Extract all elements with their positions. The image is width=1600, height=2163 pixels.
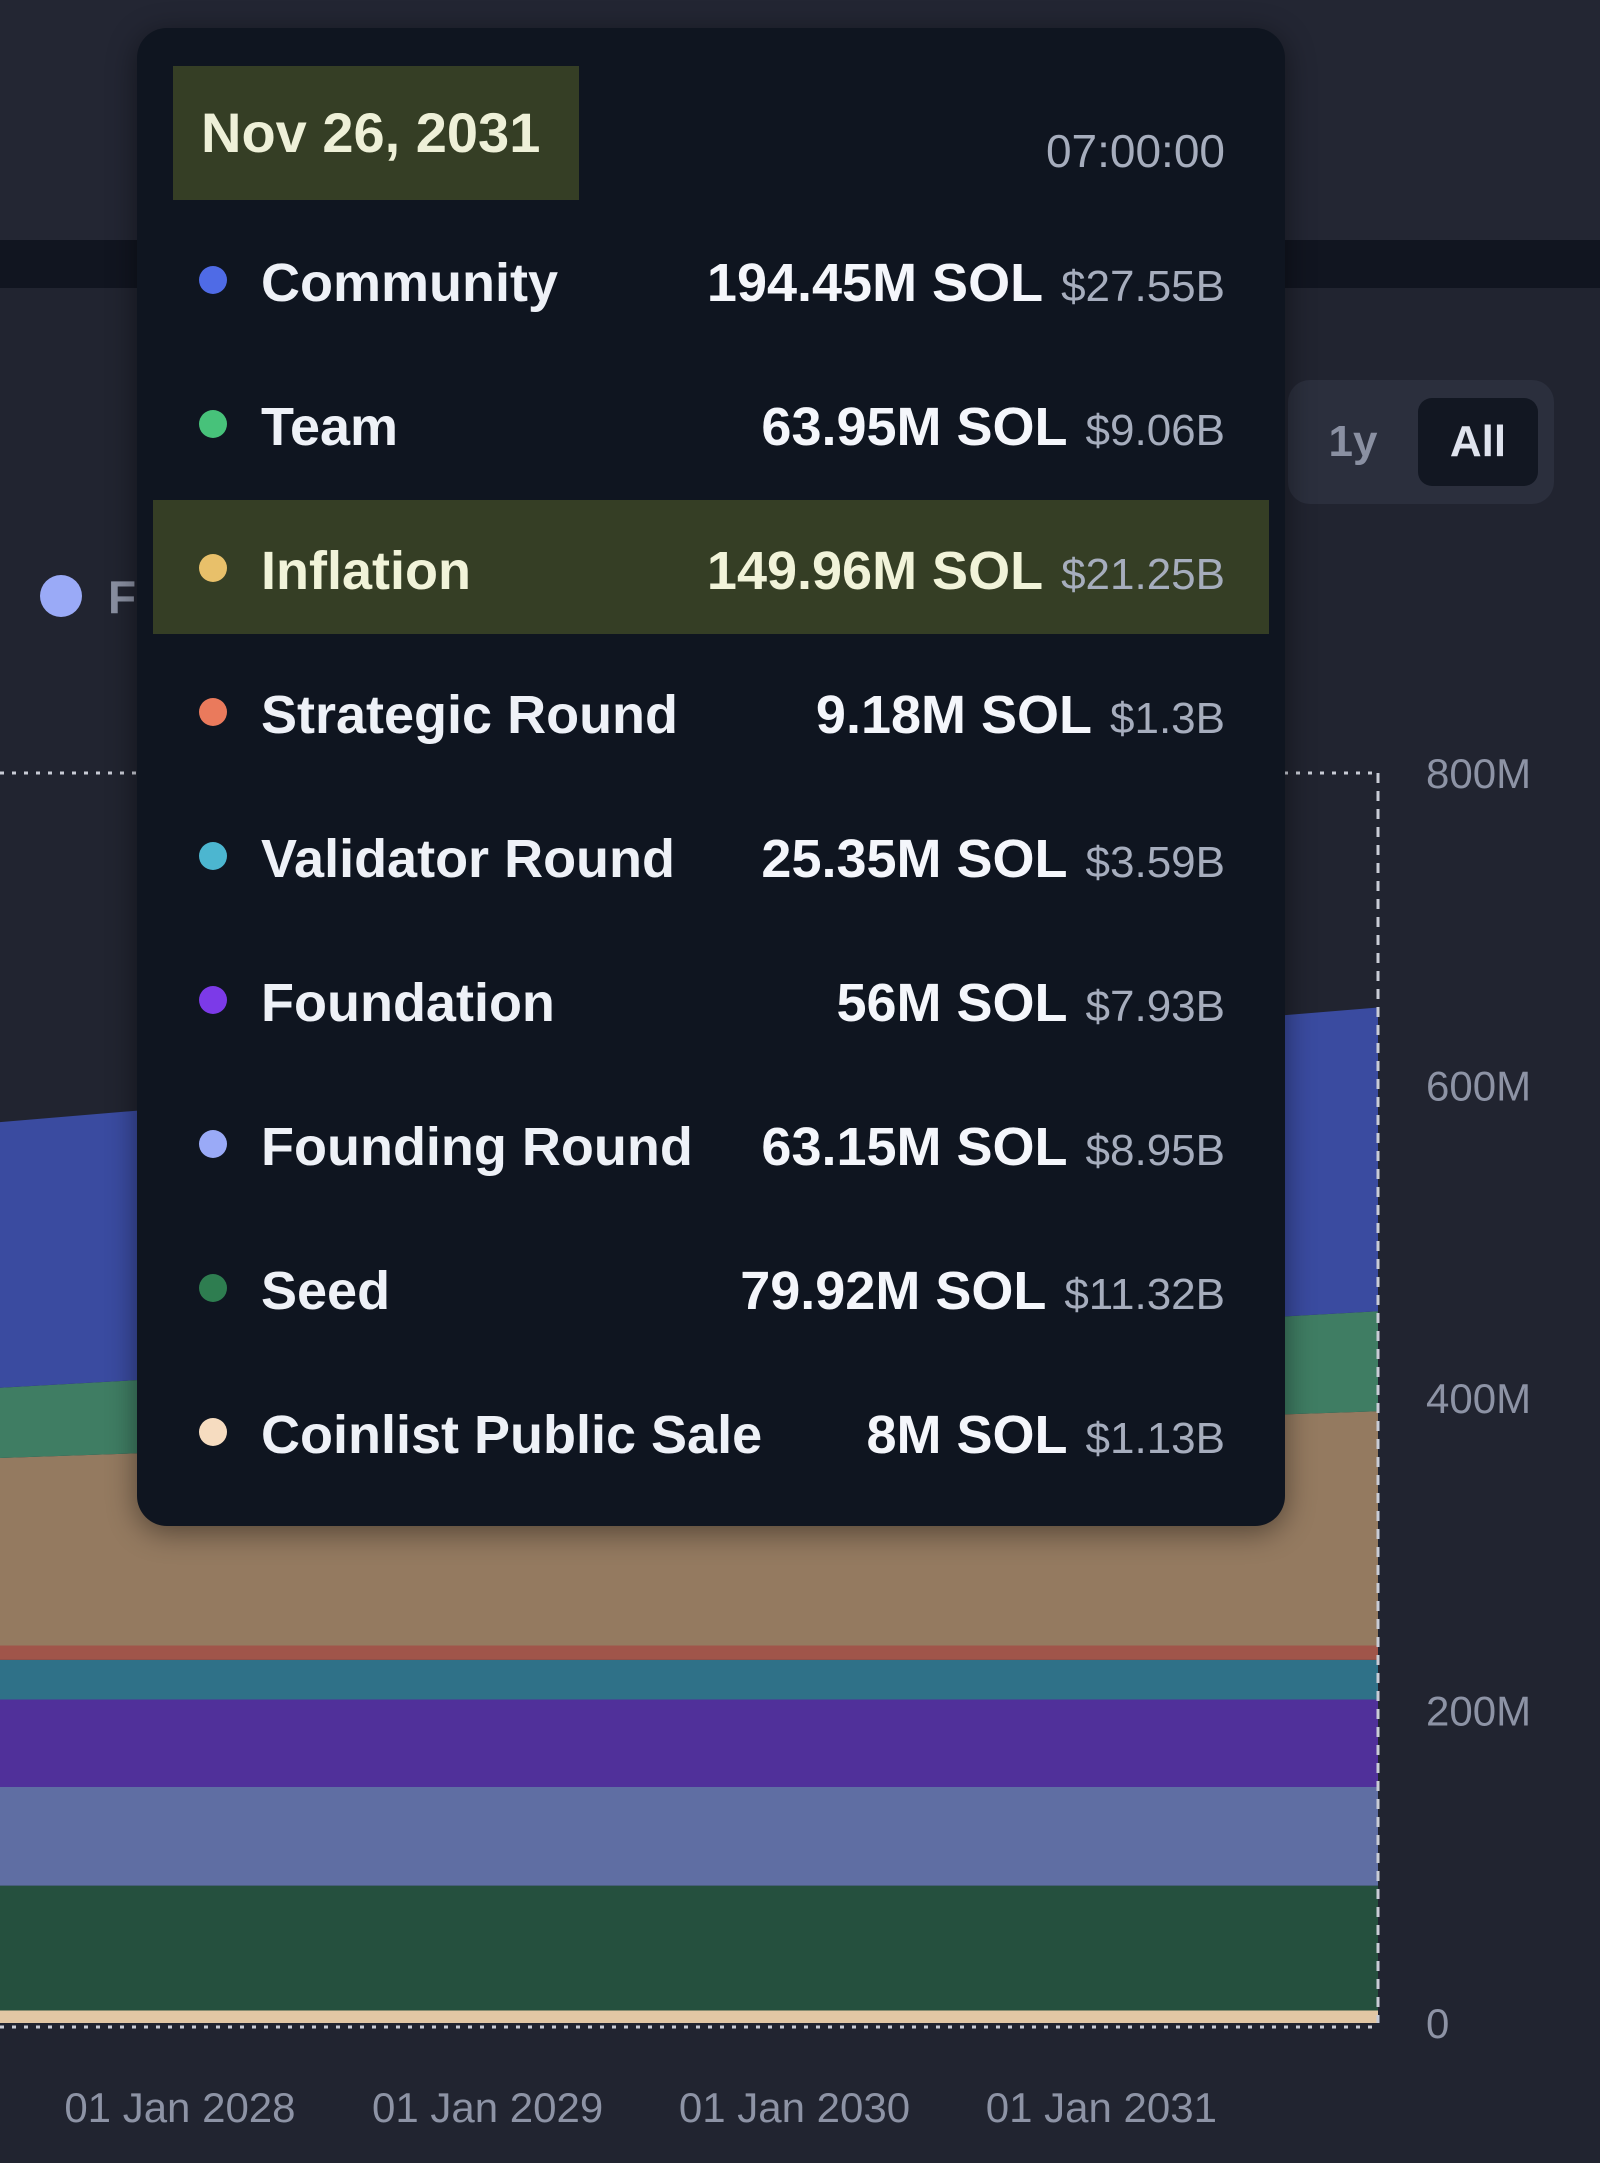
tooltip-series-label: Validator Round — [261, 829, 676, 889]
tooltip-row-team: Team 63.95M SOL $9.06B — [153, 356, 1269, 490]
tooltip-sol-amount: 194.45M SOL — [706, 253, 1044, 313]
series-dot-icon — [199, 986, 227, 1014]
tooltip-series-value: 79.92M SOL $11.32B — [740, 1260, 1225, 1322]
tooltip-sol-amount: 25.35M SOL — [761, 829, 1068, 889]
tooltip-series-value: 9.18M SOL $1.3B — [816, 684, 1225, 746]
tooltip-usd-amount: $11.32B — [1064, 1270, 1225, 1319]
tooltip-series-value: 56M SOL $7.93B — [836, 972, 1225, 1034]
y-axis-ticks: 800M 600M 400M 200M 0 — [1426, 750, 1531, 2047]
tooltip-series-label: Founding Round — [261, 1117, 693, 1177]
series-dot-icon — [199, 266, 227, 294]
tooltip-series-label: Seed — [261, 1261, 391, 1321]
tooltip-series-label: Team — [261, 397, 399, 457]
tooltip-usd-amount: $8.95B — [1085, 1126, 1225, 1175]
tooltip-usd-amount: $27.55B — [1061, 262, 1225, 311]
x-tick-label: 01 Jan 2028 — [64, 2084, 295, 2131]
tooltip-row-validator-round: Validator Round 25.35M SOL $3.59B — [153, 788, 1269, 922]
series-dot-icon — [199, 842, 227, 870]
tooltip-series-value: 63.95M SOL $9.06B — [761, 396, 1225, 458]
tooltip-sol-amount: 149.96M SOL — [706, 541, 1044, 601]
tooltip-usd-amount: $1.3B — [1110, 694, 1225, 743]
tooltip-usd-amount: $1.13B — [1085, 1414, 1225, 1463]
tooltip-series-value: 194.45M SOL $27.55B — [707, 252, 1225, 314]
y-tick-label: 600M — [1426, 1063, 1531, 1110]
tooltip-series-label: Community — [261, 253, 558, 313]
x-tick-label: 01 Jan 2031 — [986, 2084, 1217, 2131]
x-tick-label: 01 Jan 2030 — [679, 2084, 910, 2131]
y-tick-label: 800M — [1426, 750, 1531, 797]
y-tick-label: 200M — [1426, 1688, 1531, 1735]
range-1y-button[interactable]: 1y — [1328, 417, 1378, 466]
tooltip-sol-amount: 79.92M SOL — [740, 1261, 1047, 1321]
area-seed[interactable] — [0, 1885, 1378, 2011]
tooltip-sol-amount: 63.95M SOL — [761, 397, 1068, 457]
legend-dot-founding-round — [40, 575, 82, 617]
tooltip-series-value: 8M SOL $1.13B — [867, 1404, 1226, 1466]
tooltip-row-founding-round: Founding Round 63.15M SOL $8.95B — [153, 1076, 1269, 1210]
series-dot-icon — [199, 554, 227, 582]
time-range-selector: 1y All — [1288, 380, 1554, 504]
tooltip-row-coinlist-public-sale: Coinlist Public Sale 8M SOL $1.13B — [153, 1364, 1269, 1498]
series-dot-icon — [199, 410, 227, 438]
range-all-button[interactable]: All — [1418, 398, 1538, 486]
tooltip-usd-amount: $21.25B — [1061, 550, 1225, 599]
x-tick-label: 01 Jan 2029 — [372, 2084, 603, 2131]
chart-tooltip: Nov 26, 2031 07:00:00 Community 194.45M S… — [137, 28, 1285, 1526]
legend-label-partial[interactable]: F — [108, 571, 137, 623]
tooltip-date: Nov 26, 2031 — [173, 66, 579, 200]
series-dot-icon — [199, 1418, 227, 1446]
tooltip-usd-amount: $7.93B — [1085, 982, 1225, 1031]
x-axis-ticks: 01 Jan 2028 01 Jan 2029 01 Jan 2030 01 Jan … — [64, 2084, 1217, 2131]
tooltip-series-value: 63.15M SOL $8.95B — [761, 1116, 1225, 1178]
area-founding-round[interactable] — [0, 1786, 1378, 1886]
tooltip-row-community: Community 194.45M SOL $27.55B — [153, 212, 1269, 346]
tooltip-series-label: Coinlist Public Sale — [261, 1405, 763, 1465]
tooltip-row-inflation: Inflation 149.96M SOL $21.25B — [153, 500, 1269, 634]
series-dot-icon — [199, 1274, 227, 1302]
tooltip-row-strategic-round: Strategic Round 9.18M SOL $1.3B — [153, 644, 1269, 778]
series-dot-icon — [199, 1130, 227, 1158]
tooltip-series-label: Foundation — [261, 973, 555, 1033]
y-tick-label: 400M — [1426, 1375, 1531, 1422]
tooltip-series-label: Inflation — [261, 541, 471, 601]
tooltip-time: 07:00:00 — [1045, 125, 1225, 177]
tooltip-sol-amount: 56M SOL — [836, 973, 1068, 1033]
tooltip-usd-amount: $9.06B — [1085, 406, 1225, 455]
y-tick-label: 0 — [1426, 2000, 1449, 2047]
tooltip-series-value: 25.35M SOL $3.59B — [761, 828, 1225, 890]
area-strategic-round[interactable] — [0, 1645, 1378, 1660]
tooltip-series-label: Strategic Round — [261, 685, 679, 745]
tooltip-sol-amount: 63.15M SOL — [761, 1117, 1068, 1177]
area-foundation[interactable] — [0, 1699, 1378, 1787]
tooltip-row-seed: Seed 79.92M SOL $11.32B — [153, 1220, 1269, 1354]
area-validator-round[interactable] — [0, 1659, 1378, 1700]
tooltip-row-foundation: Foundation 56M SOL $7.93B — [153, 932, 1269, 1066]
tooltip-sol-amount: 9.18M SOL — [815, 685, 1093, 745]
tooltip-series-value: 149.96M SOL $21.25B — [707, 540, 1225, 602]
tooltip-usd-amount: $3.59B — [1085, 838, 1225, 887]
area-coinlist-public-sale[interactable] — [0, 2010, 1378, 2024]
tooltip-sol-amount: 8M SOL — [866, 1405, 1068, 1465]
series-dot-icon — [199, 698, 227, 726]
